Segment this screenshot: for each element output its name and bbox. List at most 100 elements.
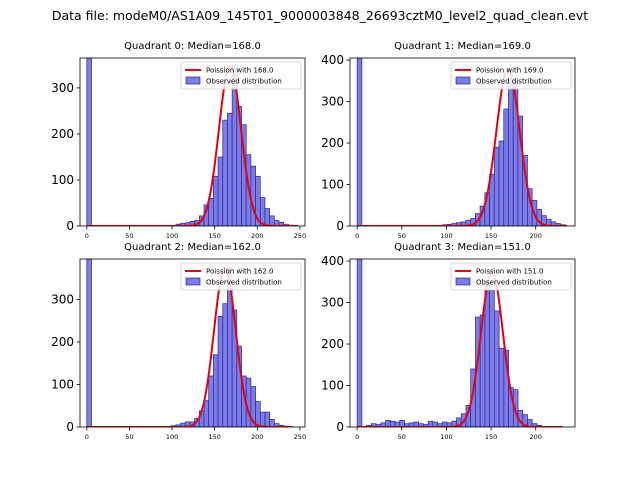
legend-poisson-label: Poission with 169.0 [476, 67, 544, 75]
histogram-bar [508, 78, 514, 226]
histogram-bar [227, 112, 233, 226]
histogram-bar [498, 140, 505, 226]
x-tick-label: 200 [251, 232, 263, 240]
histogram-bar [494, 310, 500, 427]
histogram-bar [269, 215, 275, 226]
histogram-bar [269, 418, 275, 427]
y-tick-label: 0 [336, 219, 344, 233]
subplot-quadrant-2: 0 50 100 150 200 250 0 100 200 300 Quadrant 2: Med… [51, 242, 306, 441]
legend-observed-label: Observed distribution [476, 78, 552, 86]
histogram-bar [512, 389, 519, 427]
histogram-bar [255, 401, 261, 427]
y-tick-label: 0 [66, 420, 74, 434]
legend-box [180, 61, 302, 90]
histogram-bar [493, 146, 500, 226]
x-tick-label: 0 [85, 232, 89, 240]
poisson-curve [86, 64, 299, 226]
legend-observed-label: Observed distribution [206, 279, 282, 287]
x-tick-label: 200 [530, 232, 542, 240]
poisson-curve [86, 266, 292, 427]
histogram-bar [213, 175, 219, 226]
y-tick-label: 400 [321, 254, 344, 268]
y-tick-label: 0 [66, 219, 74, 233]
x-tick-label: 200 [251, 433, 263, 441]
x-tick-label: 100 [440, 232, 452, 240]
y-tick-label: 0 [336, 420, 344, 434]
histogram-bar [208, 375, 214, 427]
y-tick-label: 100 [321, 379, 344, 393]
legend-poisson-label: Poission with 162.0 [206, 268, 274, 276]
x-tick-label: 150 [208, 232, 220, 240]
histogram-bar [259, 411, 266, 427]
x-tick-label: 250 [294, 232, 306, 240]
x-tick-label: 150 [485, 232, 497, 240]
x-tick-label: 50 [125, 433, 133, 441]
subplot-title: Quadrant 3: Median=151.0 [394, 242, 531, 253]
histogram-bar [250, 165, 256, 226]
axes-frame [349, 57, 576, 227]
x-tick-label: 50 [398, 232, 406, 240]
y-tick-label: 400 [321, 53, 344, 67]
axes-frame [349, 258, 576, 428]
x-tick-label: 100 [166, 232, 178, 240]
histogram-bar [503, 108, 509, 226]
x-tick-label: 250 [294, 433, 306, 441]
subplot-title: Quadrant 2: Median=162.0 [124, 242, 261, 253]
y-tick-label: 200 [51, 335, 74, 349]
plot-area [356, 259, 563, 427]
histogram-bar [203, 400, 210, 427]
legend-box [450, 262, 572, 291]
x-tick-label: 150 [208, 433, 220, 441]
subplot-quadrant-0: 0 50 100 150 200 250 0 100 200 300 Quadrant 0: Med… [51, 41, 306, 240]
x-tick-label: 0 [355, 232, 359, 240]
histogram-bar [264, 208, 270, 226]
x-tick-label: 150 [485, 433, 497, 441]
legend-observed-label: Observed distribution [206, 78, 282, 86]
histogram-bar [489, 289, 495, 427]
subplot-title: Quadrant 0: Median=168.0 [124, 41, 261, 52]
y-tick-label: 200 [321, 337, 344, 351]
x-tick-label: 0 [85, 433, 89, 441]
axes-frame [79, 258, 306, 428]
y-tick-label: 300 [321, 296, 344, 310]
legend-box [180, 262, 302, 291]
subplot-quadrant-3: 0 50 100 150 200 0 100 200 300 400 Quadrant 3: Med… [321, 242, 576, 441]
legend-observed-swatch [185, 76, 201, 85]
plot-area [86, 259, 294, 427]
histogram-bar [222, 119, 228, 226]
y-tick-label: 100 [51, 377, 74, 391]
histogram-bar [498, 347, 505, 427]
histogram-bar [356, 58, 363, 226]
histogram-bar [217, 156, 224, 226]
legend-box [450, 61, 572, 90]
y-tick-label: 300 [51, 292, 74, 306]
histogram-bar [213, 354, 219, 427]
legend-observed-swatch [185, 277, 201, 286]
figure-title: Data file: modeM0/AS1A09_145T01_90000038… [52, 8, 588, 23]
subplot-quadrant-1: 0 50 100 150 200 0 100 200 300 400 Quadrant 1: Med… [321, 41, 576, 240]
axes-frame [79, 57, 306, 227]
y-tick-label: 300 [51, 81, 74, 95]
histogram-bar [217, 316, 224, 427]
legend-observed-swatch [455, 76, 471, 85]
y-tick-label: 200 [321, 136, 344, 150]
y-tick-label: 300 [321, 95, 344, 109]
histogram-bar [264, 411, 270, 427]
y-tick-label: 100 [321, 178, 344, 192]
y-tick-label: 200 [51, 127, 74, 141]
legend-poisson-label: Poission with 168.0 [206, 67, 274, 75]
legend-poisson-label: Poission with 151.0 [476, 268, 544, 276]
x-tick-label: 50 [125, 232, 133, 240]
y-tick-label: 100 [51, 173, 74, 187]
subplot-title: Quadrant 1: Median=169.0 [394, 41, 531, 52]
histogram-bar [208, 198, 214, 226]
x-tick-label: 0 [355, 433, 359, 441]
x-tick-label: 100 [440, 433, 452, 441]
histogram-bar [484, 281, 490, 427]
histogram-bar [222, 303, 228, 427]
histogram-bar [86, 58, 92, 226]
x-tick-label: 50 [398, 433, 406, 441]
legend-observed-label: Observed distribution [476, 279, 552, 287]
histogram-bar [86, 259, 92, 427]
